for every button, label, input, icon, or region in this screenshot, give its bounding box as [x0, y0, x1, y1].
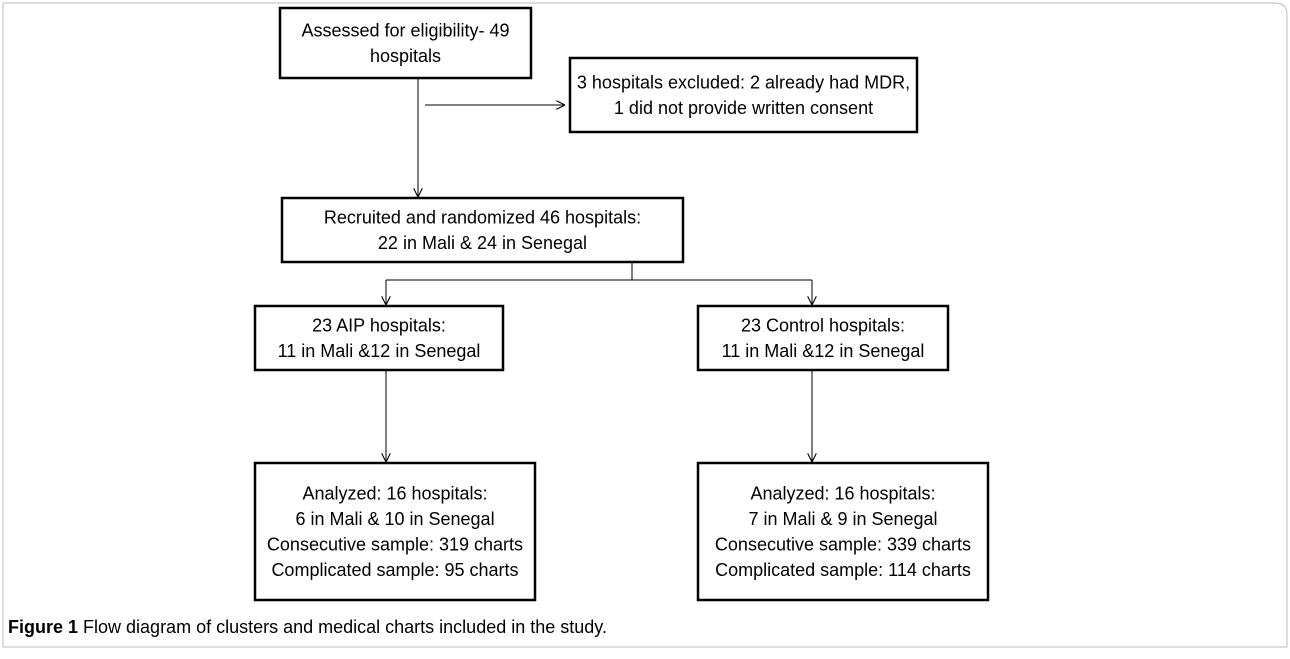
node-text: Analyzed: 16 hospitals:	[750, 483, 935, 503]
node-text: 23 Control hospitals:	[741, 315, 905, 335]
node: 3 hospitals excluded: 2 already had MDR,…	[568, 56, 919, 134]
caption: Figure 1 Flow diagram of clusters and me…	[8, 617, 607, 637]
node-text: Assessed for eligibility- 49	[301, 20, 509, 40]
node-text: 22 in Mali & 24 in Senegal	[378, 233, 587, 253]
node-text: Complicated sample: 95 charts	[271, 560, 518, 580]
node-text: 6 in Mali & 10 in Senegal	[295, 509, 494, 529]
node-box	[280, 196, 685, 264]
node-text: 1 did not provide written consent	[614, 98, 873, 118]
node-text: Recruited and randomized 46 hospitals:	[324, 207, 641, 227]
node: 23 AIP hospitals: 11 in Mali &12 in Seneg…	[253, 304, 505, 372]
node-text: hospitals	[370, 46, 441, 66]
node-box	[278, 6, 533, 80]
node-text: Analyzed: 16 hospitals:	[302, 483, 487, 503]
node-box	[253, 461, 537, 602]
node-text: Complicated sample: 114 charts	[715, 560, 971, 580]
node-text: 3 hospitals excluded: 2 already had MDR,	[577, 72, 910, 92]
node-box	[568, 56, 919, 134]
node-text: 11 in Mali &12 in Senegal	[278, 341, 481, 361]
node: Analyzed: 16 hospitals: 6 in Mali & 10 in…	[253, 461, 537, 602]
node-box	[696, 461, 990, 602]
node-text: 11 in Mali &12 in Senegal	[722, 341, 925, 361]
node: Recruited and randomized 46 hospitals: 22…	[280, 196, 685, 264]
caption-label: Figure 1	[8, 617, 78, 637]
node-box	[696, 304, 950, 372]
node-box	[253, 304, 505, 372]
node: Assessed for eligibility- 49 hospitals	[278, 6, 533, 80]
caption-text: Flow diagram of clusters and medical cha…	[83, 617, 607, 637]
node: Analyzed: 16 hospitals: 7 in Mali & 9 in …	[696, 461, 990, 602]
node-text: 7 in Mali & 9 in Senegal	[748, 509, 937, 529]
node-text: Consecutive sample: 319 charts	[267, 534, 523, 554]
frame	[2, 2, 1288, 648]
node-text: Consecutive sample: 339 charts	[715, 534, 971, 554]
arrows	[386, 78, 812, 462]
node: 23 Control hospitals: 11 in Mali &12 in S…	[696, 304, 950, 372]
node-text: 23 AIP hospitals:	[312, 315, 446, 335]
